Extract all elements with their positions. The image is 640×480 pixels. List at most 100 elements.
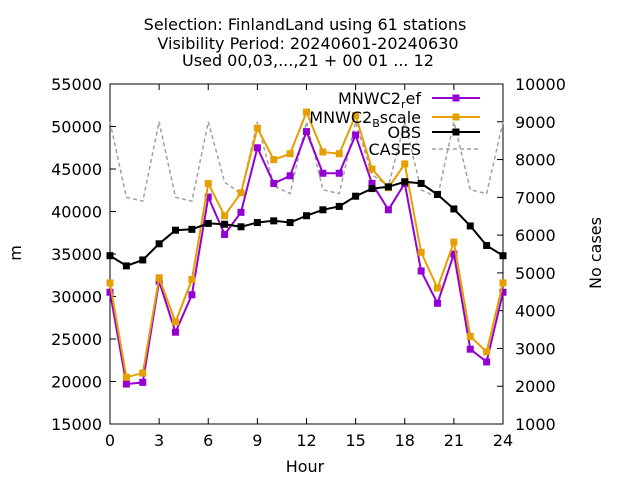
y2-tick-label: 10000 [515,75,566,94]
data-point-mnwc2_ref [139,378,147,386]
data-point-obs [434,191,441,198]
data-point-mnwc2_bscale [237,189,245,197]
data-point-mnwc2_bscale [335,150,343,158]
data-point-mnwc2_ref [352,131,360,139]
series-line-cases [109,118,504,203]
y2-tick-label: 5000 [515,264,556,283]
y2-tick-label: 7000 [515,188,556,207]
x-axis-label: Hour [286,457,325,476]
legend-marker-mnwc2_bscale [452,113,460,121]
data-point-mnwc2_ref [450,250,458,258]
data-point-mnwc2_ref [270,179,278,187]
x-tick-label: 0 [105,431,115,450]
data-point-mnwc2_bscale [286,150,294,158]
data-point-mnwc2_ref [499,288,507,296]
data-point-mnwc2_bscale [270,156,278,164]
data-point-mnwc2_bscale [466,332,474,340]
data-point-obs [417,179,425,187]
y-tick-label: 25000 [51,330,102,349]
data-point-mnwc2_ref [106,288,114,296]
data-point-mnwc2_ref [335,169,343,177]
data-point-mnwc2_bscale [188,276,196,283]
data-point-mnwc2_ref [122,380,130,388]
data-point-mnwc2_ref [253,144,261,152]
data-point-obs [221,220,229,228]
data-point-obs [237,223,245,231]
data-point-obs [335,202,343,210]
data-point-mnwc2_bscale [155,274,163,282]
data-point-mnwc2_ref [319,169,327,177]
data-point-mnwc2_bscale [417,248,425,256]
data-point-mnwc2_bscale [106,279,114,287]
data-point-mnwc2_ref [368,179,376,187]
legend-label-obs: OBS [388,123,421,142]
x-tick-label: 24 [493,431,513,450]
legend-label-cases: CASES [368,140,421,159]
data-point-mnwc2_ref [237,208,245,216]
legend-label-mnwc2_bscale: MNWC2Bscale [309,108,421,130]
data-point-mnwc2_bscale [483,348,491,356]
data-point-mnwc2_bscale [122,373,130,381]
data-point-mnwc2_ref [188,291,196,299]
y2-tick-label: 2000 [515,377,556,396]
y2-tick-label: 3000 [515,339,556,358]
data-point-mnwc2_bscale [401,160,409,168]
title-line-2: Visibility Period: 20240601-20240630 [157,34,458,53]
y-tick-label: 30000 [51,288,102,307]
data-point-obs [253,219,261,227]
data-point-mnwc2_bscale [499,279,507,287]
data-point-mnwc2_bscale [253,124,261,132]
data-point-mnwc2_bscale [450,238,458,246]
data-point-obs [303,212,310,220]
axes: 0 3 6 9 12 15 18 21 24 15000 20000 25000 30000 35000 4… [51,75,566,450]
series-line-mnwc2_ref [109,128,504,386]
y-tick-label: 15000 [51,415,102,434]
data-point-mnwc2_bscale [221,212,229,220]
data-point-obs [401,178,409,186]
legend-label-mnwc2_ref: MNWC2ref [338,89,421,111]
data-point-obs [384,183,392,191]
data-point-obs [106,252,114,260]
data-point-obs [499,252,507,260]
y2-tick-label: 1000 [515,415,556,434]
series-line-mnwc2_bscale [109,109,504,379]
title-line-3: Used 00,03,...,21 + 00 01 ... 12 [182,51,434,70]
y-tick-label: 20000 [51,373,102,392]
data-point-obs [172,226,179,234]
data-point-obs [204,219,212,227]
data-point-obs [188,225,196,233]
y-axis-label: m [6,245,25,261]
chart-title: Selection: FinlandLand using 61 stations… [144,15,467,70]
y2-tick-label: 6000 [515,226,556,245]
data-point-obs [139,256,147,264]
data-point-mnwc2_bscale [303,108,310,116]
data-point-mnwc2_ref [466,345,474,353]
data-point-mnwc2_bscale [139,369,147,377]
data-point-mnwc2_ref [434,299,441,307]
data-point-obs [450,205,458,213]
x-tick-label: 12 [296,431,316,450]
y2-tick-label: 8000 [515,151,556,170]
y-tick-label: 40000 [51,203,102,222]
data-point-mnwc2_ref [384,206,392,214]
data-point-obs [483,242,491,249]
data-point-mnwc2_bscale [319,148,327,156]
y-tick-label: 35000 [51,245,102,264]
data-point-mnwc2_bscale [204,179,212,187]
y2-tick-label: 9000 [515,113,556,132]
title-line-1: Selection: FinlandLand using 61 stations [144,15,467,34]
data-point-mnwc2_bscale [352,111,360,119]
data-point-mnwc2_ref [204,193,212,201]
x-tick-label: 15 [345,431,365,450]
y-tick-label: 55000 [51,75,102,94]
data-point-obs [270,217,278,225]
data-point-obs [352,192,360,200]
x-tick-label: 6 [203,431,213,450]
data-point-obs [368,185,376,193]
data-point-mnwc2_ref [221,230,229,238]
y-tick-label: 50000 [51,118,102,137]
data-point-obs [286,219,294,227]
data-point-obs [319,206,327,214]
